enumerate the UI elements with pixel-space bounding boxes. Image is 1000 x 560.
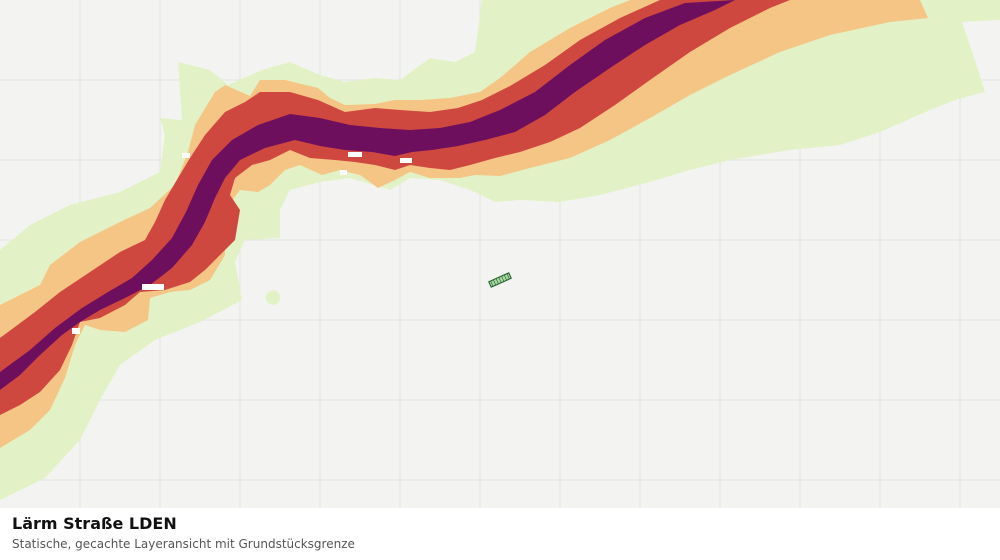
noise-band-high (0, 0, 790, 415)
layer-subtitle: Statische, gecachte Layeransicht mit Gru… (12, 537, 355, 551)
noise-map[interactable] (0, 0, 1000, 508)
parcel-boundary[interactable] (488, 272, 512, 288)
noise-band-highest (0, 0, 735, 390)
map-caption: Lärm Straße LDEN Statische, gecachte Lay… (0, 508, 1000, 560)
raster-gaps (72, 152, 412, 334)
layer-title: Lärm Straße LDEN (12, 514, 177, 533)
